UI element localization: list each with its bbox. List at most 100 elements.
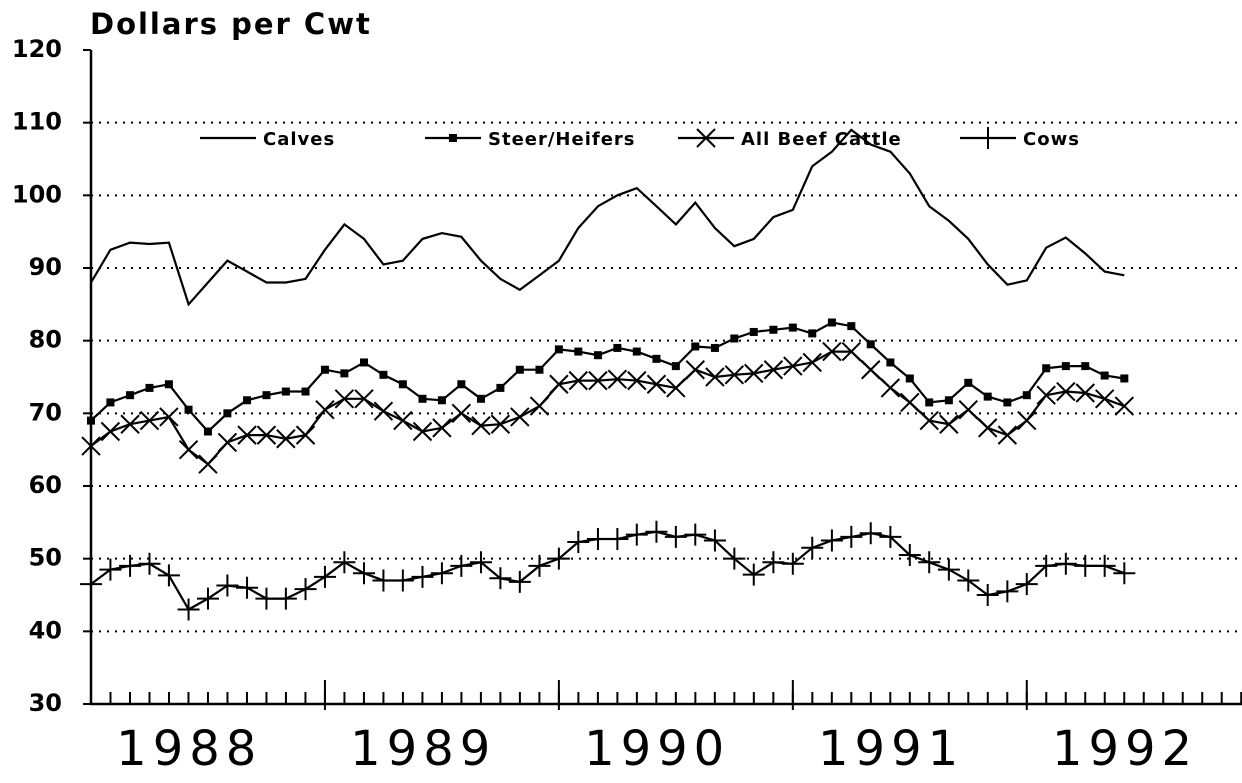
point-marker (223, 409, 232, 418)
y-tick-label: 90 (29, 253, 62, 281)
series-line (90, 321, 1125, 434)
x-tick-label: 1992 (1052, 721, 1198, 777)
y-tick-label: 40 (29, 616, 62, 644)
point-marker (918, 551, 941, 574)
point-marker (606, 528, 629, 551)
legend-label: Calves (263, 129, 335, 150)
point-marker (574, 347, 583, 356)
point-marker (320, 365, 329, 374)
point-marker (99, 558, 122, 581)
legend-marker (696, 128, 716, 148)
point-marker (184, 405, 193, 414)
point-marker (178, 439, 199, 460)
point-marker (996, 580, 1019, 603)
chart-title: Dollars per Cwt (90, 7, 372, 41)
point-marker (710, 343, 719, 352)
point-marker (997, 425, 1018, 445)
point-marker (81, 436, 101, 456)
legend-label: Cows (1023, 129, 1080, 150)
series-line (90, 128, 1125, 307)
point-marker (1120, 374, 1129, 383)
point-marker (547, 547, 570, 570)
point-marker (964, 378, 973, 387)
point-marker (925, 398, 934, 407)
point-marker (1022, 391, 1031, 400)
point-marker (627, 370, 647, 391)
point-marker (1061, 362, 1070, 371)
point-marker (801, 536, 824, 559)
point-marker (1056, 381, 1076, 402)
point-marker (554, 345, 563, 354)
point-marker (808, 329, 817, 338)
point-marker (847, 322, 856, 331)
point-marker (802, 352, 822, 373)
point-marker (119, 554, 142, 577)
point-marker (905, 374, 914, 383)
point-marker (1074, 554, 1097, 577)
point-marker (391, 569, 414, 592)
point-marker (1017, 410, 1037, 431)
point-marker (255, 587, 278, 610)
point-marker (723, 547, 746, 570)
point-marker (1003, 398, 1012, 407)
point-marker (372, 569, 395, 592)
point-marker (437, 396, 446, 405)
point-marker (763, 360, 784, 380)
y-tick-label: 120 (12, 35, 62, 63)
point-marker (353, 562, 376, 585)
point-marker (1054, 552, 1077, 575)
point-marker (159, 407, 179, 427)
point-marker (80, 573, 102, 596)
point-marker (827, 318, 836, 327)
y-tick-label: 100 (12, 180, 62, 208)
point-marker (957, 569, 980, 592)
point-marker (762, 551, 785, 574)
point-marker (496, 383, 505, 392)
point-marker (313, 565, 336, 588)
point-marker (879, 525, 902, 548)
point-marker (471, 415, 491, 436)
point-marker (822, 341, 842, 362)
point-marker (588, 370, 608, 391)
point-marker (841, 341, 862, 362)
point-marker (1113, 562, 1136, 585)
point-marker (1075, 383, 1095, 403)
point-marker (866, 340, 875, 349)
point-marker (1093, 554, 1116, 577)
point-marker (198, 454, 218, 474)
point-marker (749, 327, 758, 336)
point-marker (861, 360, 881, 380)
point-marker (1015, 573, 1038, 596)
point-marker (354, 389, 374, 409)
point-marker (632, 347, 641, 356)
point-marker (529, 396, 550, 416)
point-marker (976, 584, 999, 606)
point-marker (217, 432, 238, 453)
point-marker (510, 407, 530, 427)
point-marker (781, 552, 804, 575)
point-marker (880, 378, 901, 398)
point-marker (671, 362, 680, 371)
point-marker (489, 567, 512, 590)
y-tick-label: 30 (29, 689, 62, 717)
point-marker (360, 358, 369, 367)
point-marker (295, 425, 316, 445)
point-marker (939, 414, 959, 434)
point-marker (691, 342, 700, 351)
series-line (90, 530, 1125, 611)
point-marker (652, 354, 661, 363)
y-tick-label: 50 (29, 544, 62, 572)
y-tick-label: 110 (12, 108, 62, 136)
point-marker (685, 360, 705, 380)
point-marker (196, 587, 219, 610)
x-tick-label: 1990 (584, 721, 730, 777)
point-marker (276, 429, 296, 449)
point-marker (126, 391, 135, 400)
point-marker (476, 394, 485, 403)
point-marker (340, 369, 349, 378)
point-marker (315, 399, 335, 420)
point-marker (859, 522, 882, 545)
point-marker (646, 374, 667, 394)
point-marker (138, 552, 161, 575)
